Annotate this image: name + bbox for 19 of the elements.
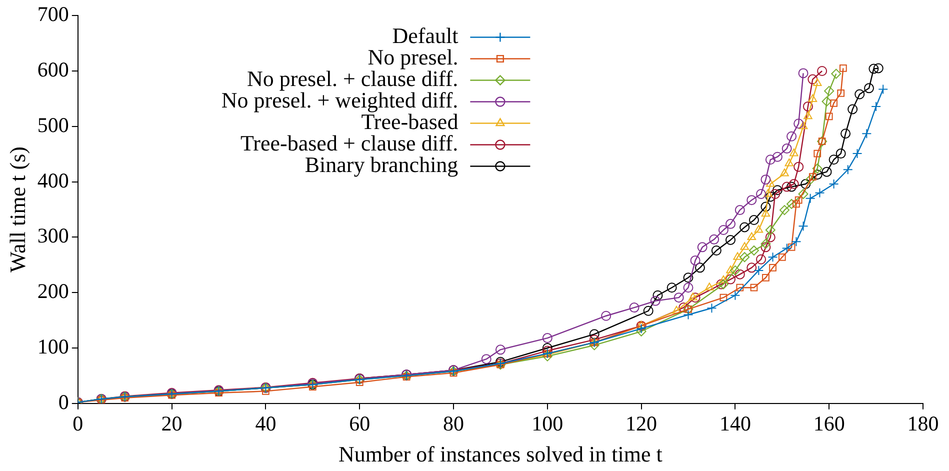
x-tick-label: 180 xyxy=(907,412,939,436)
x-tick-label: 80 xyxy=(443,412,464,436)
x-tick-label: 60 xyxy=(349,412,370,436)
x-tick-label: 20 xyxy=(161,412,182,436)
y-tick-label: 300 xyxy=(37,224,69,248)
x-tick-label: 100 xyxy=(532,412,564,436)
y-tick-label: 700 xyxy=(37,2,69,26)
x-tick-label: 160 xyxy=(813,412,845,436)
x-tick-label: 40 xyxy=(255,412,276,436)
x-tick-label: 140 xyxy=(719,412,751,436)
y-tick-label: 500 xyxy=(37,112,69,137)
x-tick-label: 120 xyxy=(626,412,658,436)
y-axis-title: Wall time t (s) xyxy=(4,146,30,272)
y-tick-label: 100 xyxy=(37,334,69,359)
y-tick-label: 600 xyxy=(37,58,69,82)
y-tick-label: 200 xyxy=(37,279,69,304)
y-tick-label: 400 xyxy=(37,168,69,192)
y-tick-label: 0 xyxy=(58,390,69,414)
x-axis-title: Number of instances solved in time t xyxy=(338,442,662,467)
